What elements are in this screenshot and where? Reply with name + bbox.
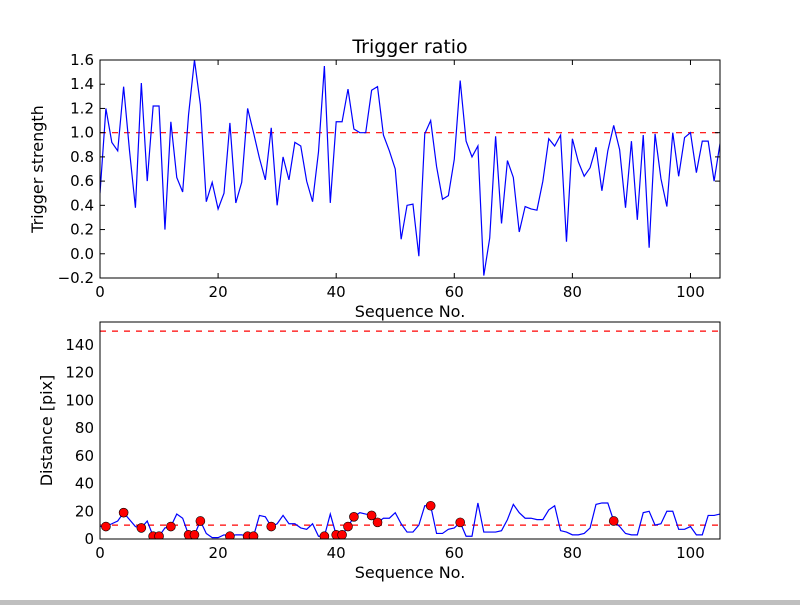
x-axis-label: Sequence No.	[355, 563, 466, 582]
plot-area-2	[100, 322, 720, 539]
y-tick-label: 0.8	[70, 148, 94, 166]
y-tick-label: 60	[75, 447, 94, 465]
y-tick-label: 120	[65, 364, 94, 382]
plot-area-1	[100, 60, 720, 278]
data-point-triggered	[337, 530, 347, 539]
data-point-triggered	[366, 510, 377, 521]
data-point-triggered	[455, 517, 465, 528]
chart-title: Trigger ratio	[351, 36, 467, 58]
data-point-triggered	[608, 516, 619, 526]
x-tick-label: 0	[95, 544, 105, 562]
x-tick-label: 80	[563, 544, 582, 562]
data-point-triggered	[343, 521, 353, 532]
data-point-triggered	[195, 516, 206, 526]
y-tick-label: 1.0	[70, 124, 94, 142]
y-tick-label: 0.2	[70, 221, 94, 239]
data-point-triggered	[266, 521, 277, 532]
x-tick-label: 0	[95, 283, 105, 301]
x-tick-label: 60	[445, 283, 464, 301]
data-point-triggered	[425, 500, 436, 511]
y-tick-label: 0.4	[70, 196, 94, 214]
data-point-triggered	[349, 512, 359, 522]
x-tick-label: 60	[445, 544, 464, 562]
data-point-triggered	[118, 507, 129, 518]
data-point-triggered	[101, 521, 111, 532]
series-line-trigger-strength	[100, 60, 720, 276]
data-point-triggered	[166, 521, 176, 532]
x-tick-label: 80	[563, 283, 582, 301]
y-tick-label: 40	[75, 475, 94, 493]
axes-frame-2	[99, 321, 721, 540]
y-axis-label: Distance [pix]	[37, 375, 56, 487]
y-tick-label: 80	[75, 419, 94, 437]
y-tick-label: 20	[75, 502, 94, 520]
y-tick-label: 0	[84, 530, 94, 548]
data-point-triggered	[189, 530, 200, 539]
data-point-triggered	[319, 531, 330, 539]
y-tick-label: 1.4	[70, 75, 94, 93]
data-point-triggered	[136, 523, 147, 533]
y-tick-label: −0.2	[58, 269, 94, 287]
x-tick-label: 20	[209, 283, 228, 301]
y-tick-label: 1.6	[70, 51, 94, 69]
x-tick-label: 40	[327, 283, 346, 301]
plot-content-1	[100, 60, 720, 276]
data-point-triggered	[225, 531, 235, 539]
y-axis-label: Trigger strength	[28, 105, 47, 234]
data-point-triggered	[248, 531, 259, 539]
axes-frame-1	[99, 59, 721, 279]
x-tick-label: 100	[676, 283, 705, 301]
plot-content-2	[100, 330, 720, 539]
y-tick-label: 100	[65, 391, 94, 409]
data-point-triggered	[154, 531, 164, 539]
y-tick-label: 1.2	[70, 99, 94, 117]
data-point-triggered	[372, 517, 383, 528]
x-axis-label: Sequence No.	[355, 302, 466, 321]
x-tick-label: 20	[209, 544, 228, 562]
x-tick-label: 100	[676, 544, 705, 562]
y-tick-label: 0.0	[70, 245, 94, 263]
y-tick-label: 140	[65, 336, 94, 354]
y-tick-label: 0.6	[70, 172, 94, 190]
x-tick-label: 40	[327, 544, 346, 562]
